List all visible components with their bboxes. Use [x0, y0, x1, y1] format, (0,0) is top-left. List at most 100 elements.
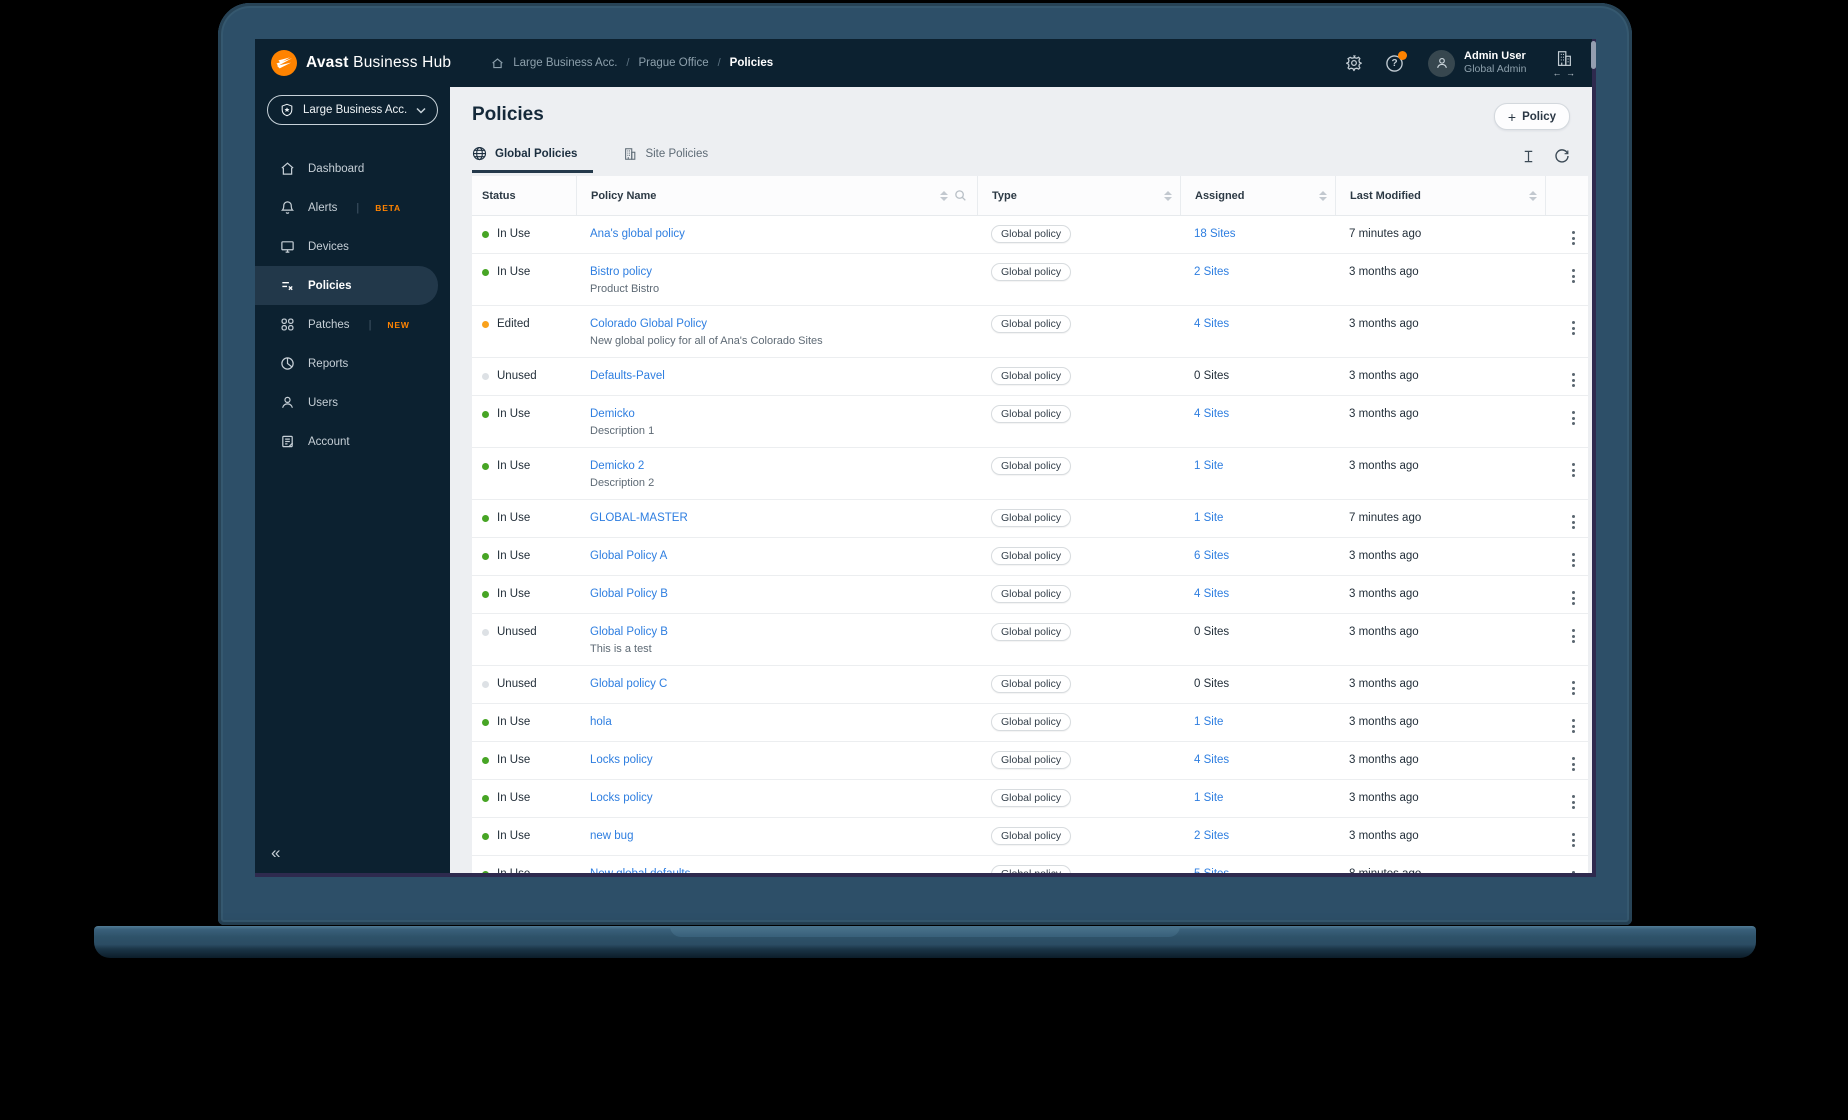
policy-name-link[interactable]: Global Policy B — [590, 626, 668, 638]
assigned-link[interactable]: 4 Sites — [1194, 754, 1230, 766]
breadcrumb-item[interactable]: Large Business Acc. — [513, 57, 618, 69]
sort-icon[interactable] — [940, 190, 948, 201]
help-icon[interactable]: ? — [1385, 50, 1408, 73]
kebab-menu-icon[interactable] — [1572, 792, 1575, 817]
kebab-menu-icon[interactable] — [1572, 716, 1575, 741]
sidebar-item-alerts[interactable]: Alerts | BETA — [255, 188, 450, 227]
policy-name-link[interactable]: New global defaults — [590, 868, 690, 873]
sidebar-nav: Dashboard Alerts | BETA Devices Policies Patch… — [255, 149, 450, 461]
refresh-icon[interactable] — [1554, 148, 1570, 164]
policy-name-link[interactable]: Global Policy B — [590, 588, 668, 600]
assigned-link[interactable]: 2 Sites — [1194, 830, 1230, 842]
table-body: In Use Ana's global policy Global policy… — [472, 216, 1588, 873]
kebab-menu-icon[interactable] — [1572, 318, 1575, 357]
assigned-link[interactable]: 4 Sites — [1194, 318, 1230, 330]
assigned-link[interactable]: 4 Sites — [1194, 408, 1230, 420]
policy-name-link[interactable]: Locks policy — [590, 792, 653, 804]
user-avatar[interactable] — [1428, 49, 1456, 77]
assigned-link[interactable]: 6 Sites — [1194, 550, 1230, 562]
column-header-assigned[interactable]: Assigned — [1180, 176, 1335, 215]
badge-separator: | — [356, 201, 360, 214]
policy-name-link[interactable]: Global policy C — [590, 678, 668, 690]
assigned-link[interactable]: 1 Site — [1194, 512, 1224, 524]
kebab-menu-icon[interactable] — [1572, 550, 1575, 575]
policy-name-link[interactable]: Bistro policy — [590, 266, 652, 278]
search-icon[interactable] — [954, 189, 967, 202]
vertical-scrollbar-thumb[interactable] — [1591, 41, 1596, 69]
status-cell: In Use — [472, 818, 576, 855]
kebab-menu-icon[interactable] — [1572, 266, 1575, 305]
table-row: Edited Colorado Global Policy New global… — [472, 306, 1588, 358]
kebab-menu-icon[interactable] — [1572, 460, 1575, 499]
account-selector[interactable]: Large Business Acc. — [267, 95, 438, 125]
assigned-link[interactable]: 1 Site — [1194, 792, 1224, 804]
column-width-icon[interactable] — [1521, 149, 1536, 164]
assigned-link[interactable]: 5 Sites — [1194, 868, 1229, 873]
kebab-menu-icon[interactable] — [1572, 830, 1575, 855]
sidebar-item-users[interactable]: Users — [255, 383, 450, 422]
policy-name-cell: Ana's global policy — [576, 216, 977, 253]
tab-global-policies[interactable]: Global Policies — [472, 146, 594, 173]
status-cell: In Use — [472, 448, 576, 499]
kebab-menu-icon[interactable] — [1572, 370, 1575, 395]
breadcrumb: Large Business Acc. / Prague Office / Po… — [491, 57, 773, 70]
kebab-menu-icon[interactable] — [1572, 754, 1575, 779]
sort-icon[interactable] — [1529, 190, 1537, 201]
policy-name-link[interactable]: Defaults-Pavel — [590, 370, 665, 382]
sidebar-item-reports[interactable]: Reports — [255, 344, 450, 383]
policy-name-link[interactable]: hola — [590, 716, 612, 728]
table-row: In Use Locks policy Global policy 4 Site… — [472, 742, 1588, 780]
company-switcher-icon[interactable]: ← → — [1552, 49, 1576, 78]
policy-name-link[interactable]: Ana's global policy — [590, 228, 685, 240]
assigned-cell: 18 Sites — [1180, 216, 1335, 253]
policy-name-link[interactable]: Colorado Global Policy — [590, 318, 707, 330]
home-icon[interactable] — [491, 57, 504, 70]
policy-name-link[interactable]: Global Policy A — [590, 550, 668, 562]
brand-title: Avast Business Hub — [306, 54, 452, 71]
user-info[interactable]: Admin User Global Admin — [1464, 50, 1526, 76]
kebab-menu-icon[interactable] — [1572, 626, 1575, 665]
policy-name-link[interactable]: Demicko — [590, 408, 635, 420]
breadcrumb-separator: / — [717, 57, 721, 69]
settings-gear-icon[interactable] — [1345, 54, 1363, 72]
sidebar-item-patches[interactable]: Patches | NEW — [255, 305, 450, 344]
policy-name-link[interactable]: Locks policy — [590, 754, 653, 766]
sort-icon[interactable] — [1319, 190, 1327, 201]
status-cell: In Use — [472, 538, 576, 575]
sidebar-item-account[interactable]: Account — [255, 422, 450, 461]
kebab-menu-icon[interactable] — [1572, 228, 1575, 253]
laptop-base-notch — [670, 926, 1180, 937]
policy-name-link[interactable]: GLOBAL-MASTER — [590, 512, 688, 524]
breadcrumb-item[interactable]: Prague Office — [638, 57, 709, 69]
column-header-policy-name[interactable]: Policy Name — [576, 176, 977, 215]
policy-name-link[interactable]: Demicko 2 — [590, 460, 645, 472]
assigned-link[interactable]: 2 Sites — [1194, 266, 1230, 278]
last-modified: 3 months ago — [1349, 678, 1419, 690]
kebab-menu-icon[interactable] — [1572, 868, 1575, 873]
kebab-menu-icon[interactable] — [1572, 678, 1575, 703]
table-row: In Use Demicko 2 Description 2 Global po… — [472, 448, 1588, 500]
sidebar-item-policies[interactable]: Policies — [255, 266, 438, 305]
policy-name-cell: New global defaults — [576, 856, 977, 873]
assigned-link[interactable]: 4 Sites — [1194, 588, 1230, 600]
sidebar-item-devices[interactable]: Devices — [255, 227, 450, 266]
sidebar-item-dashboard[interactable]: Dashboard — [255, 149, 450, 188]
kebab-menu-icon[interactable] — [1572, 512, 1575, 537]
sort-icon[interactable] — [1164, 190, 1172, 201]
column-header-type[interactable]: Type — [977, 176, 1180, 215]
assigned-link[interactable]: 18 Sites — [1194, 228, 1236, 240]
status-cell: In Use — [472, 500, 576, 537]
kebab-menu-icon[interactable] — [1572, 408, 1575, 447]
assigned-link[interactable]: 1 Site — [1194, 460, 1224, 472]
policy-name-cell: Global policy C — [576, 666, 977, 703]
kebab-menu-icon[interactable] — [1572, 588, 1575, 613]
policy-name-link[interactable]: new bug — [590, 830, 634, 842]
row-menu-cell — [1545, 742, 1588, 779]
table-row: In Use New global defaults Global policy… — [472, 856, 1588, 873]
column-header-status[interactable]: Status — [482, 189, 516, 202]
tab-site-policies[interactable]: Site Policies — [623, 147, 708, 173]
sidebar-collapse-button[interactable]: « — [271, 843, 281, 862]
column-header-last-modified[interactable]: Last Modified — [1335, 176, 1545, 215]
add-policy-button[interactable]: + Policy — [1493, 103, 1570, 130]
assigned-link[interactable]: 1 Site — [1194, 716, 1224, 728]
